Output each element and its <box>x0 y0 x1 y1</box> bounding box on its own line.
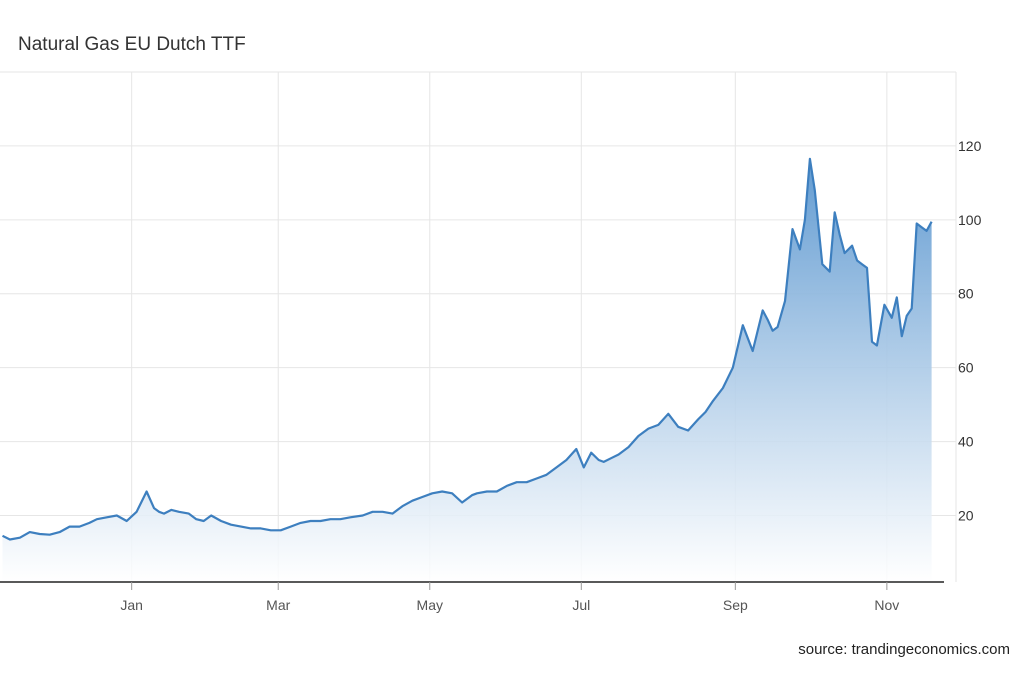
source-label: source: trandingeconomics.com <box>798 641 1010 658</box>
series-line <box>2 157 933 541</box>
y-tick-label: 100 <box>958 212 982 228</box>
x-axis-ticks: Jan Mar May Jul Sep Nov <box>120 582 899 613</box>
x-tick-label: Jul <box>572 597 590 613</box>
x-tick-label: Jan <box>120 597 143 613</box>
x-tick-label: Sep <box>723 597 748 613</box>
y-tick-label: 40 <box>958 434 974 450</box>
y-tick-label: 80 <box>958 286 974 302</box>
area-series <box>2 157 933 583</box>
y-axis-ticks: 20 40 60 80 100 120 <box>958 138 982 524</box>
x-tick-label: Nov <box>874 597 899 613</box>
y-tick-label: 20 <box>958 507 974 523</box>
y-tick-label: 60 <box>958 360 974 376</box>
chart-title: Natural Gas EU Dutch TTF <box>18 34 246 55</box>
x-tick-label: Mar <box>266 597 290 613</box>
y-tick-label: 120 <box>958 138 982 154</box>
x-tick-label: May <box>417 597 443 613</box>
area-fill <box>2 158 932 583</box>
